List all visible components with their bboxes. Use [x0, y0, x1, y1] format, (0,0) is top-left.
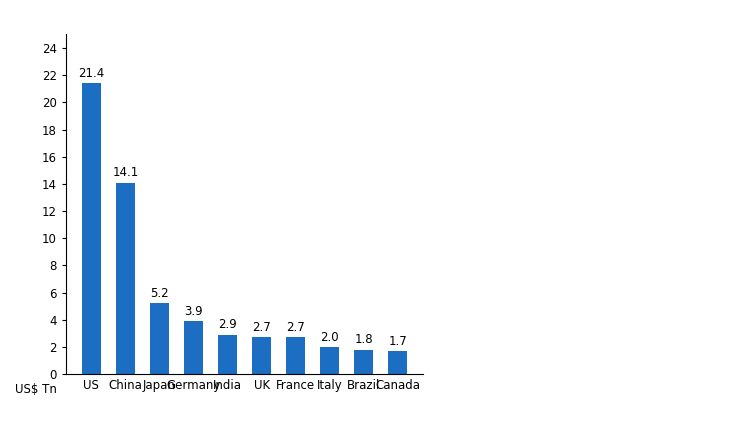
Text: 2.0: 2.0	[320, 331, 339, 344]
Bar	[320, 347, 339, 374]
Bar	[218, 335, 237, 374]
Text: 21.4: 21.4	[78, 67, 104, 80]
Bar	[286, 338, 305, 374]
Text: 1.8: 1.8	[354, 333, 373, 346]
Bar	[388, 351, 407, 374]
Text: US$ Tn: US$ Tn	[15, 383, 56, 396]
Bar	[150, 304, 169, 374]
Text: 2.9: 2.9	[218, 318, 237, 331]
Bar	[184, 321, 203, 374]
Text: 5.2: 5.2	[150, 287, 169, 300]
Bar	[82, 83, 101, 374]
Text: 3.9: 3.9	[184, 305, 203, 318]
Text: 2.7: 2.7	[286, 321, 305, 334]
Bar	[116, 182, 135, 374]
Bar	[354, 350, 373, 374]
Text: 2.7: 2.7	[252, 321, 271, 334]
Text: 1.7: 1.7	[388, 335, 407, 347]
Bar	[252, 338, 271, 374]
Text: 14.1: 14.1	[112, 166, 139, 179]
